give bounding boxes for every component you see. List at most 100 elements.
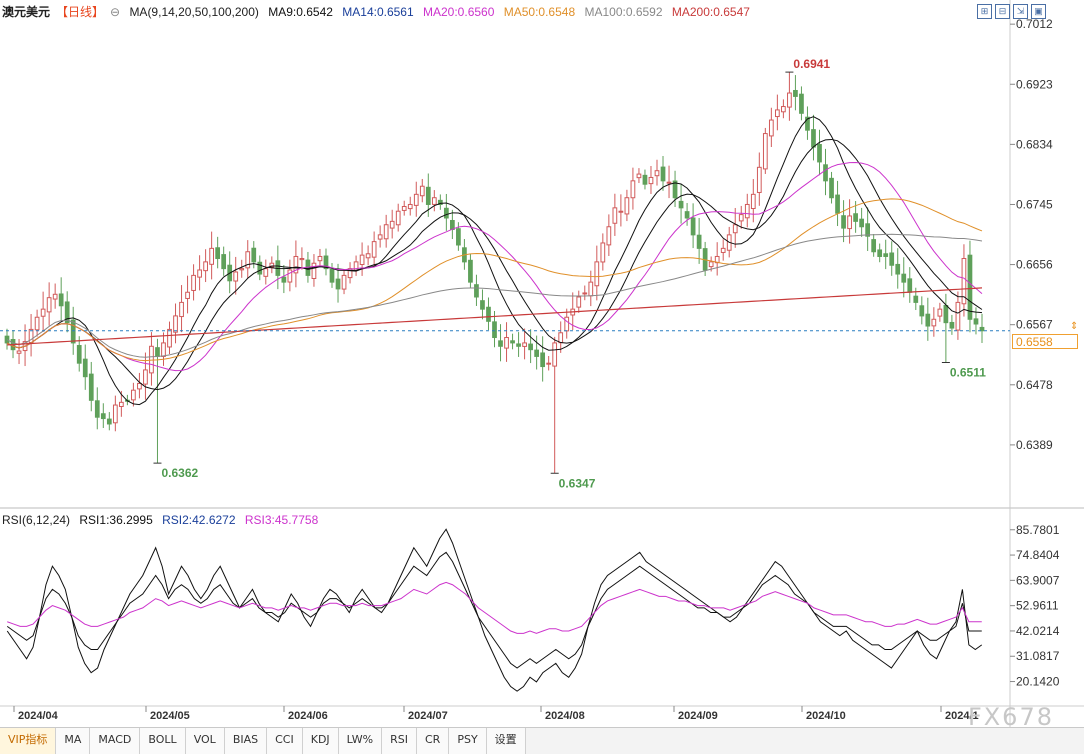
- rsi-tick-label: 74.8404: [1016, 548, 1060, 562]
- price-tick-label: 0.6656: [1016, 258, 1053, 272]
- date-tick-label: 2024/1: [945, 710, 979, 722]
- candle-body: [137, 382, 142, 390]
- ma50-value: MA50:0.6548: [503, 5, 576, 19]
- indicator-tab[interactable]: VIP指标: [0, 728, 57, 754]
- candle-body: [883, 253, 889, 257]
- candle-body: [817, 144, 822, 163]
- candle-body: [197, 269, 202, 278]
- candle-body: [732, 224, 738, 234]
- rsi1-value: RSI1:36.2995: [79, 513, 153, 527]
- candle-body: [245, 251, 251, 269]
- export-icon[interactable]: ⇲: [1013, 4, 1028, 19]
- candle-body: [365, 253, 371, 259]
- chart-toolbar: ⊞ ⊟ ⇲ ▣: [977, 4, 1046, 19]
- indicator-tab[interactable]: CCI: [267, 728, 303, 754]
- ma-line-ma50: [6, 198, 983, 362]
- candle-body: [672, 180, 678, 199]
- candle-body: [552, 342, 558, 367]
- ma-params-label[interactable]: MA(9,14,20,50,100,200): [129, 5, 259, 19]
- candle-body: [383, 224, 389, 240]
- candle-body: [317, 255, 323, 262]
- period-label[interactable]: 【日线】: [56, 5, 105, 19]
- rsi-line-rsi3: [7, 581, 982, 634]
- candle-body: [112, 404, 118, 424]
- candle-body: [82, 358, 88, 378]
- candle-body: [919, 305, 925, 317]
- candle-body: [582, 292, 588, 295]
- candle-body: [443, 207, 449, 219]
- indicator-tab[interactable]: BOLL: [140, 728, 186, 754]
- indicator-tab[interactable]: CR: [417, 728, 450, 754]
- indicator-tab[interactable]: 设置: [486, 728, 526, 754]
- candle-body: [901, 273, 907, 283]
- ma200-value: MA200:0.6547: [671, 5, 750, 19]
- candle-body: [546, 362, 552, 365]
- zoom-out-icon[interactable]: ⊟: [995, 4, 1010, 19]
- zoom-in-icon[interactable]: ⊞: [977, 4, 992, 19]
- candle-body: [94, 400, 100, 418]
- candle-body: [425, 186, 431, 205]
- fullscreen-icon[interactable]: ▣: [1031, 4, 1046, 19]
- last-price-tag: 0.6558: [1012, 334, 1078, 349]
- candle-body: [738, 214, 744, 222]
- candle-body: [967, 254, 973, 320]
- indicator-tab[interactable]: PSY: [449, 728, 487, 754]
- rsi-tick-label: 63.9007: [1016, 573, 1060, 587]
- candle-body: [456, 228, 461, 246]
- candle-body: [955, 301, 961, 331]
- candle-body: [287, 269, 293, 283]
- candle-body: [450, 219, 455, 230]
- candle-body: [486, 306, 491, 322]
- candle-body: [666, 181, 672, 184]
- candle-body: [720, 247, 726, 253]
- candle-body: [540, 352, 546, 368]
- candle-body: [744, 203, 750, 219]
- candle-body: [594, 261, 600, 287]
- price-tick-label: 0.6567: [1016, 318, 1053, 332]
- indicator-tab[interactable]: VOL: [185, 728, 225, 754]
- indicator-tab[interactable]: KDJ: [302, 728, 339, 754]
- indicator-tab[interactable]: MACD: [90, 728, 141, 754]
- candle-body: [167, 328, 172, 348]
- settings-icon[interactable]: ⊖: [110, 5, 121, 19]
- candle-body: [943, 305, 949, 324]
- price-tick-label: 0.6745: [1016, 197, 1053, 211]
- candle-body: [251, 247, 257, 263]
- candle-body: [329, 268, 335, 283]
- price-tick-label: 0.6389: [1016, 438, 1053, 452]
- candle-body: [474, 284, 479, 298]
- candle-body: [973, 318, 979, 325]
- candle-body: [70, 319, 76, 344]
- rsi-params-label[interactable]: RSI(6,12,24): [2, 513, 71, 527]
- candle-body: [949, 321, 955, 329]
- candle-body: [576, 296, 582, 308]
- indicator-tab[interactable]: LW%: [338, 728, 383, 754]
- candle-body: [678, 200, 684, 209]
- candle-body: [106, 418, 112, 425]
- candle-body: [131, 389, 136, 401]
- candle-body: [841, 215, 846, 229]
- candle-body: [528, 343, 533, 351]
- candle-body: [161, 342, 166, 357]
- price-tick-label: 0.7012: [1016, 17, 1053, 31]
- ma-line-ma9: [6, 116, 983, 406]
- candle-body: [853, 213, 858, 222]
- indicator-tab[interactable]: BIAS: [224, 728, 268, 754]
- candle-body: [257, 261, 263, 275]
- price-tick-label: 0.6834: [1016, 137, 1053, 151]
- candle-body: [203, 261, 208, 272]
- candle-body: [221, 254, 227, 270]
- candle-body: [871, 239, 877, 253]
- candle-body: [931, 318, 937, 327]
- candle-body: [34, 316, 40, 331]
- ma-line-ma100: [6, 233, 983, 358]
- candle-body: [359, 254, 365, 266]
- candle-body: [690, 217, 696, 236]
- indicator-tab[interactable]: MA: [56, 728, 91, 754]
- candle-body: [46, 297, 52, 313]
- candle-body: [522, 342, 527, 347]
- extreme-label: 0.6362: [161, 466, 198, 480]
- candle-body: [179, 301, 184, 318]
- candle-body: [823, 164, 828, 182]
- indicator-tab[interactable]: RSI: [382, 728, 417, 754]
